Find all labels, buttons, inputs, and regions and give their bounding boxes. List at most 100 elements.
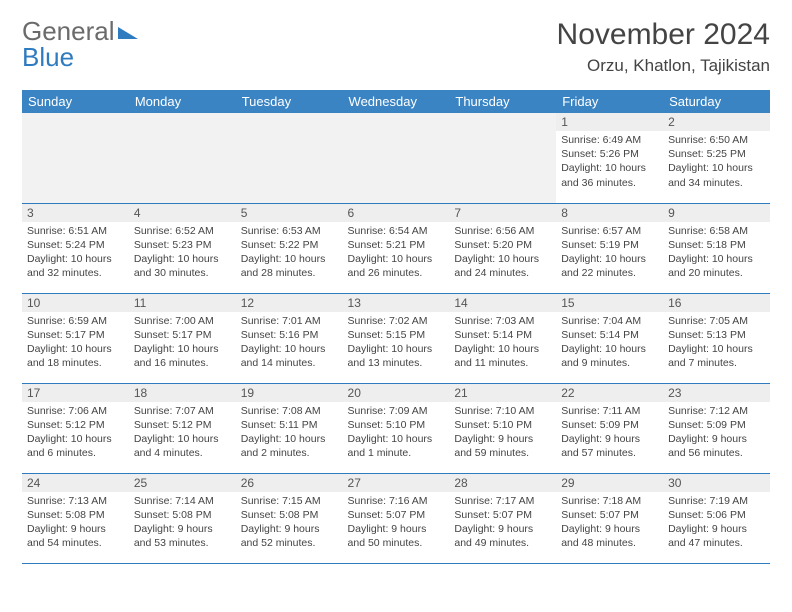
day-data: Sunrise: 6:53 AMSunset: 5:22 PMDaylight:… [236,222,343,285]
day-data: Sunrise: 7:18 AMSunset: 5:07 PMDaylight:… [556,492,663,555]
day-number: 23 [663,384,770,402]
calendar-cell: 8Sunrise: 6:57 AMSunset: 5:19 PMDaylight… [556,203,663,293]
day-number: 8 [556,204,663,222]
day-data: Sunrise: 7:02 AMSunset: 5:15 PMDaylight:… [343,312,450,375]
day-data: Sunrise: 6:59 AMSunset: 5:17 PMDaylight:… [22,312,129,375]
day-data: Sunrise: 7:16 AMSunset: 5:07 PMDaylight:… [343,492,450,555]
day-header: Friday [556,90,663,113]
day-number: 17 [22,384,129,402]
day-number: 16 [663,294,770,312]
day-data: Sunrise: 7:06 AMSunset: 5:12 PMDaylight:… [22,402,129,465]
header: GeneralBlue November 2024 Orzu, Khatlon,… [22,18,770,80]
day-data: Sunrise: 7:12 AMSunset: 5:09 PMDaylight:… [663,402,770,465]
day-header: Monday [129,90,236,113]
calendar-cell: 5Sunrise: 6:53 AMSunset: 5:22 PMDaylight… [236,203,343,293]
calendar-cell [129,113,236,203]
calendar-cell: 30Sunrise: 7:19 AMSunset: 5:06 PMDayligh… [663,473,770,563]
calendar-cell: 2Sunrise: 6:50 AMSunset: 5:25 PMDaylight… [663,113,770,203]
day-number: 13 [343,294,450,312]
day-number: 14 [449,294,556,312]
calendar-row: 24Sunrise: 7:13 AMSunset: 5:08 PMDayligh… [22,473,770,563]
day-number: 21 [449,384,556,402]
day-data: Sunrise: 6:57 AMSunset: 5:19 PMDaylight:… [556,222,663,285]
calendar-cell: 6Sunrise: 6:54 AMSunset: 5:21 PMDaylight… [343,203,450,293]
day-number: 26 [236,474,343,492]
calendar-cell: 29Sunrise: 7:18 AMSunset: 5:07 PMDayligh… [556,473,663,563]
day-data: Sunrise: 6:49 AMSunset: 5:26 PMDaylight:… [556,131,663,194]
calendar-cell [343,113,450,203]
calendar-row: 10Sunrise: 6:59 AMSunset: 5:17 PMDayligh… [22,293,770,383]
day-data: Sunrise: 7:01 AMSunset: 5:16 PMDaylight:… [236,312,343,375]
day-number: 10 [22,294,129,312]
day-data: Sunrise: 7:09 AMSunset: 5:10 PMDaylight:… [343,402,450,465]
day-data: Sunrise: 7:04 AMSunset: 5:14 PMDaylight:… [556,312,663,375]
day-header-row: SundayMondayTuesdayWednesdayThursdayFrid… [22,90,770,113]
day-number: 3 [22,204,129,222]
calendar-cell: 9Sunrise: 6:58 AMSunset: 5:18 PMDaylight… [663,203,770,293]
calendar-cell: 26Sunrise: 7:15 AMSunset: 5:08 PMDayligh… [236,473,343,563]
day-data: Sunrise: 6:52 AMSunset: 5:23 PMDaylight:… [129,222,236,285]
calendar-cell: 13Sunrise: 7:02 AMSunset: 5:15 PMDayligh… [343,293,450,383]
day-number: 19 [236,384,343,402]
calendar-cell [22,113,129,203]
day-header: Tuesday [236,90,343,113]
calendar-row: 17Sunrise: 7:06 AMSunset: 5:12 PMDayligh… [22,383,770,473]
day-data: Sunrise: 6:56 AMSunset: 5:20 PMDaylight:… [449,222,556,285]
calendar-cell: 17Sunrise: 7:06 AMSunset: 5:12 PMDayligh… [22,383,129,473]
calendar-cell [449,113,556,203]
calendar-cell: 14Sunrise: 7:03 AMSunset: 5:14 PMDayligh… [449,293,556,383]
calendar-cell: 18Sunrise: 7:07 AMSunset: 5:12 PMDayligh… [129,383,236,473]
day-number: 25 [129,474,236,492]
calendar-row: 3Sunrise: 6:51 AMSunset: 5:24 PMDaylight… [22,203,770,293]
logo-text-blue: Blue [22,42,74,72]
calendar-cell: 25Sunrise: 7:14 AMSunset: 5:08 PMDayligh… [129,473,236,563]
day-number: 9 [663,204,770,222]
day-data: Sunrise: 7:15 AMSunset: 5:08 PMDaylight:… [236,492,343,555]
day-data: Sunrise: 6:50 AMSunset: 5:25 PMDaylight:… [663,131,770,194]
day-data: Sunrise: 7:17 AMSunset: 5:07 PMDaylight:… [449,492,556,555]
day-header: Saturday [663,90,770,113]
title-block: November 2024 Orzu, Khatlon, Tajikistan [557,18,770,80]
calendar-cell: 4Sunrise: 6:52 AMSunset: 5:23 PMDaylight… [129,203,236,293]
day-data: Sunrise: 7:19 AMSunset: 5:06 PMDaylight:… [663,492,770,555]
day-number: 18 [129,384,236,402]
calendar-cell: 21Sunrise: 7:10 AMSunset: 5:10 PMDayligh… [449,383,556,473]
location: Orzu, Khatlon, Tajikistan [557,56,770,76]
day-number: 24 [22,474,129,492]
day-number: 4 [129,204,236,222]
calendar-row: 1Sunrise: 6:49 AMSunset: 5:26 PMDaylight… [22,113,770,203]
calendar-cell: 10Sunrise: 6:59 AMSunset: 5:17 PMDayligh… [22,293,129,383]
day-number: 5 [236,204,343,222]
calendar-table: SundayMondayTuesdayWednesdayThursdayFrid… [22,90,770,564]
day-data: Sunrise: 7:08 AMSunset: 5:11 PMDaylight:… [236,402,343,465]
day-number: 22 [556,384,663,402]
day-data: Sunrise: 7:05 AMSunset: 5:13 PMDaylight:… [663,312,770,375]
calendar-cell: 19Sunrise: 7:08 AMSunset: 5:11 PMDayligh… [236,383,343,473]
calendar-cell [236,113,343,203]
day-header: Sunday [22,90,129,113]
calendar-cell: 1Sunrise: 6:49 AMSunset: 5:26 PMDaylight… [556,113,663,203]
month-title: November 2024 [557,18,770,52]
calendar-cell: 28Sunrise: 7:17 AMSunset: 5:07 PMDayligh… [449,473,556,563]
day-number: 11 [129,294,236,312]
day-data: Sunrise: 7:10 AMSunset: 5:10 PMDaylight:… [449,402,556,465]
calendar-cell: 12Sunrise: 7:01 AMSunset: 5:16 PMDayligh… [236,293,343,383]
day-number: 2 [663,113,770,131]
day-number: 6 [343,204,450,222]
day-header: Thursday [449,90,556,113]
flag-icon [118,18,142,44]
calendar-cell: 27Sunrise: 7:16 AMSunset: 5:07 PMDayligh… [343,473,450,563]
day-data: Sunrise: 6:51 AMSunset: 5:24 PMDaylight:… [22,222,129,285]
day-header: Wednesday [343,90,450,113]
calendar-cell: 23Sunrise: 7:12 AMSunset: 5:09 PMDayligh… [663,383,770,473]
day-number: 15 [556,294,663,312]
calendar-cell: 11Sunrise: 7:00 AMSunset: 5:17 PMDayligh… [129,293,236,383]
day-number: 28 [449,474,556,492]
logo: GeneralBlue [22,18,142,70]
calendar-cell: 7Sunrise: 6:56 AMSunset: 5:20 PMDaylight… [449,203,556,293]
day-data: Sunrise: 7:11 AMSunset: 5:09 PMDaylight:… [556,402,663,465]
day-data: Sunrise: 6:58 AMSunset: 5:18 PMDaylight:… [663,222,770,285]
day-number: 29 [556,474,663,492]
day-number: 12 [236,294,343,312]
day-number: 7 [449,204,556,222]
